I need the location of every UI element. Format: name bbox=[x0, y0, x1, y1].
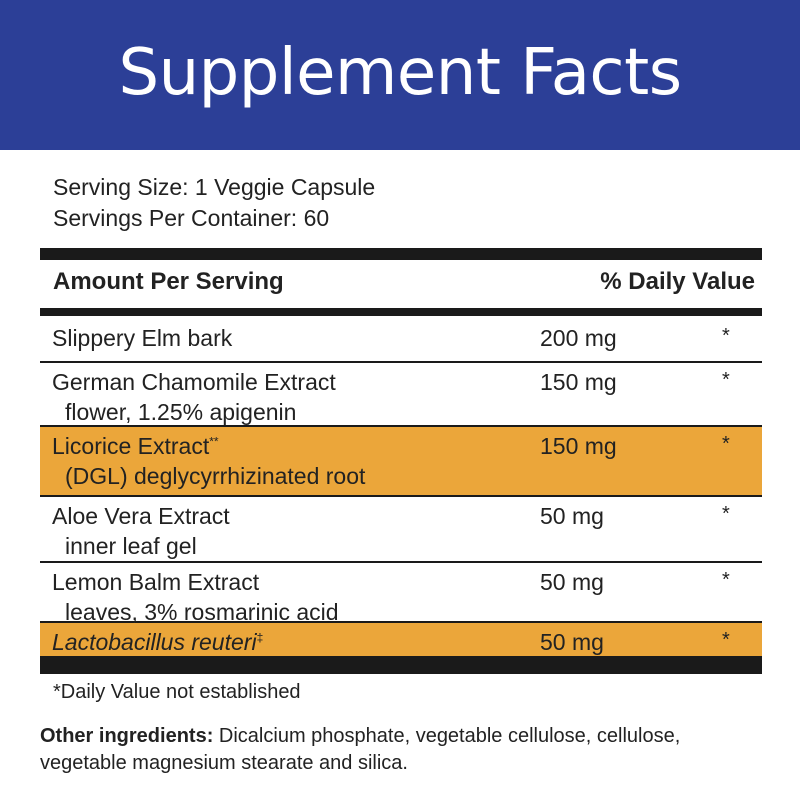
ingredient-title: Lemon Balm Extract bbox=[52, 569, 260, 595]
ingredient-daily-value: * bbox=[722, 503, 730, 525]
ingredient-amount: 150 mg bbox=[540, 433, 617, 459]
ingredient-detail: flower, 1.25% apigenin bbox=[65, 399, 297, 425]
top-divider bbox=[40, 248, 762, 260]
bottom-divider bbox=[40, 656, 762, 674]
ingredient-amount: 200 mg bbox=[540, 325, 617, 351]
ingredient-table: Slippery Elm bark 200 mg * German Chamomile… bbox=[40, 319, 762, 656]
ingredient-daily-value: * bbox=[722, 325, 730, 347]
ingredient-name: German Chamomile Extract flower, 1.25% ap… bbox=[52, 367, 336, 427]
ingredient-title: German Chamomile Extract bbox=[52, 369, 336, 395]
ingredient-name: Licorice Extract** (DGL) deglycyrrhizinat… bbox=[52, 431, 365, 491]
other-ingredients: Other ingredients: Dicalcium phosphate, … bbox=[40, 723, 760, 777]
ingredient-row: Slippery Elm bark 200 mg * bbox=[40, 319, 762, 363]
ingredient-amount: 50 mg bbox=[540, 503, 604, 529]
ingredient-row: Aloe Vera Extract inner leaf gel 50 mg * bbox=[40, 497, 762, 563]
ingredient-detail: (DGL) deglycyrrhizinated root bbox=[65, 463, 366, 489]
ingredient-title: Aloe Vera Extract bbox=[52, 503, 230, 529]
ingredient-detail: leaves, 3% rosmarinic acid bbox=[65, 599, 339, 625]
servings-per-container: Servings Per Container: 60 bbox=[53, 205, 330, 231]
other-ingredients-label: Other ingredients: bbox=[40, 725, 214, 747]
ingredient-detail: inner leaf gel bbox=[65, 533, 197, 559]
ingredient-name: Lemon Balm Extract leaves, 3% rosmarinic … bbox=[52, 567, 339, 627]
ingredient-row: German Chamomile Extract flower, 1.25% ap… bbox=[40, 363, 762, 427]
ingredient-row: Lemon Balm Extract leaves, 3% rosmarinic … bbox=[40, 563, 762, 625]
table-header: Amount Per Serving % Daily Value bbox=[53, 264, 755, 300]
serving-info: Serving Size: 1 Veggie Capsule Servings … bbox=[53, 172, 375, 234]
ingredient-row: Lactobacillus reuteri‡ 50 mg * bbox=[40, 623, 762, 656]
ingredient-title: Slippery Elm bark bbox=[52, 325, 233, 351]
ingredient-amount: 150 mg bbox=[540, 369, 617, 395]
ingredient-row: Licorice Extract** (DGL) deglycyrrhizinat… bbox=[40, 427, 762, 497]
ingredient-daily-value: * bbox=[722, 433, 730, 455]
ingredient-title: Lactobacillus reuteri bbox=[52, 629, 257, 655]
title-banner: Supplement Facts bbox=[0, 0, 800, 150]
ingredient-daily-value: * bbox=[722, 629, 730, 651]
ingredient-daily-value: * bbox=[722, 569, 730, 591]
other-ingredients-text: Dicalcium phosphate, vegetable cellulose… bbox=[40, 725, 681, 774]
serving-size: Serving Size: 1 Veggie Capsule bbox=[53, 174, 376, 200]
amount-per-serving-heading: Amount Per Serving bbox=[53, 268, 284, 295]
ingredient-name: Lactobacillus reuteri‡ bbox=[52, 627, 263, 657]
header-divider bbox=[40, 308, 762, 316]
ingredient-name: Slippery Elm bark bbox=[52, 323, 232, 353]
ingredient-title: Licorice Extract bbox=[52, 433, 210, 459]
page-title: Supplement Facts bbox=[118, 36, 682, 110]
ingredient-footnote-mark: ** bbox=[209, 434, 219, 449]
ingredient-amount: 50 mg bbox=[540, 629, 604, 655]
ingredient-amount: 50 mg bbox=[540, 569, 604, 595]
daily-value-footnote: *Daily Value not established bbox=[53, 681, 301, 703]
ingredient-footnote-mark: ‡ bbox=[256, 630, 264, 645]
ingredient-daily-value: * bbox=[722, 369, 730, 391]
ingredient-name: Aloe Vera Extract inner leaf gel bbox=[52, 501, 230, 561]
daily-value-heading: % Daily Value bbox=[600, 268, 755, 295]
